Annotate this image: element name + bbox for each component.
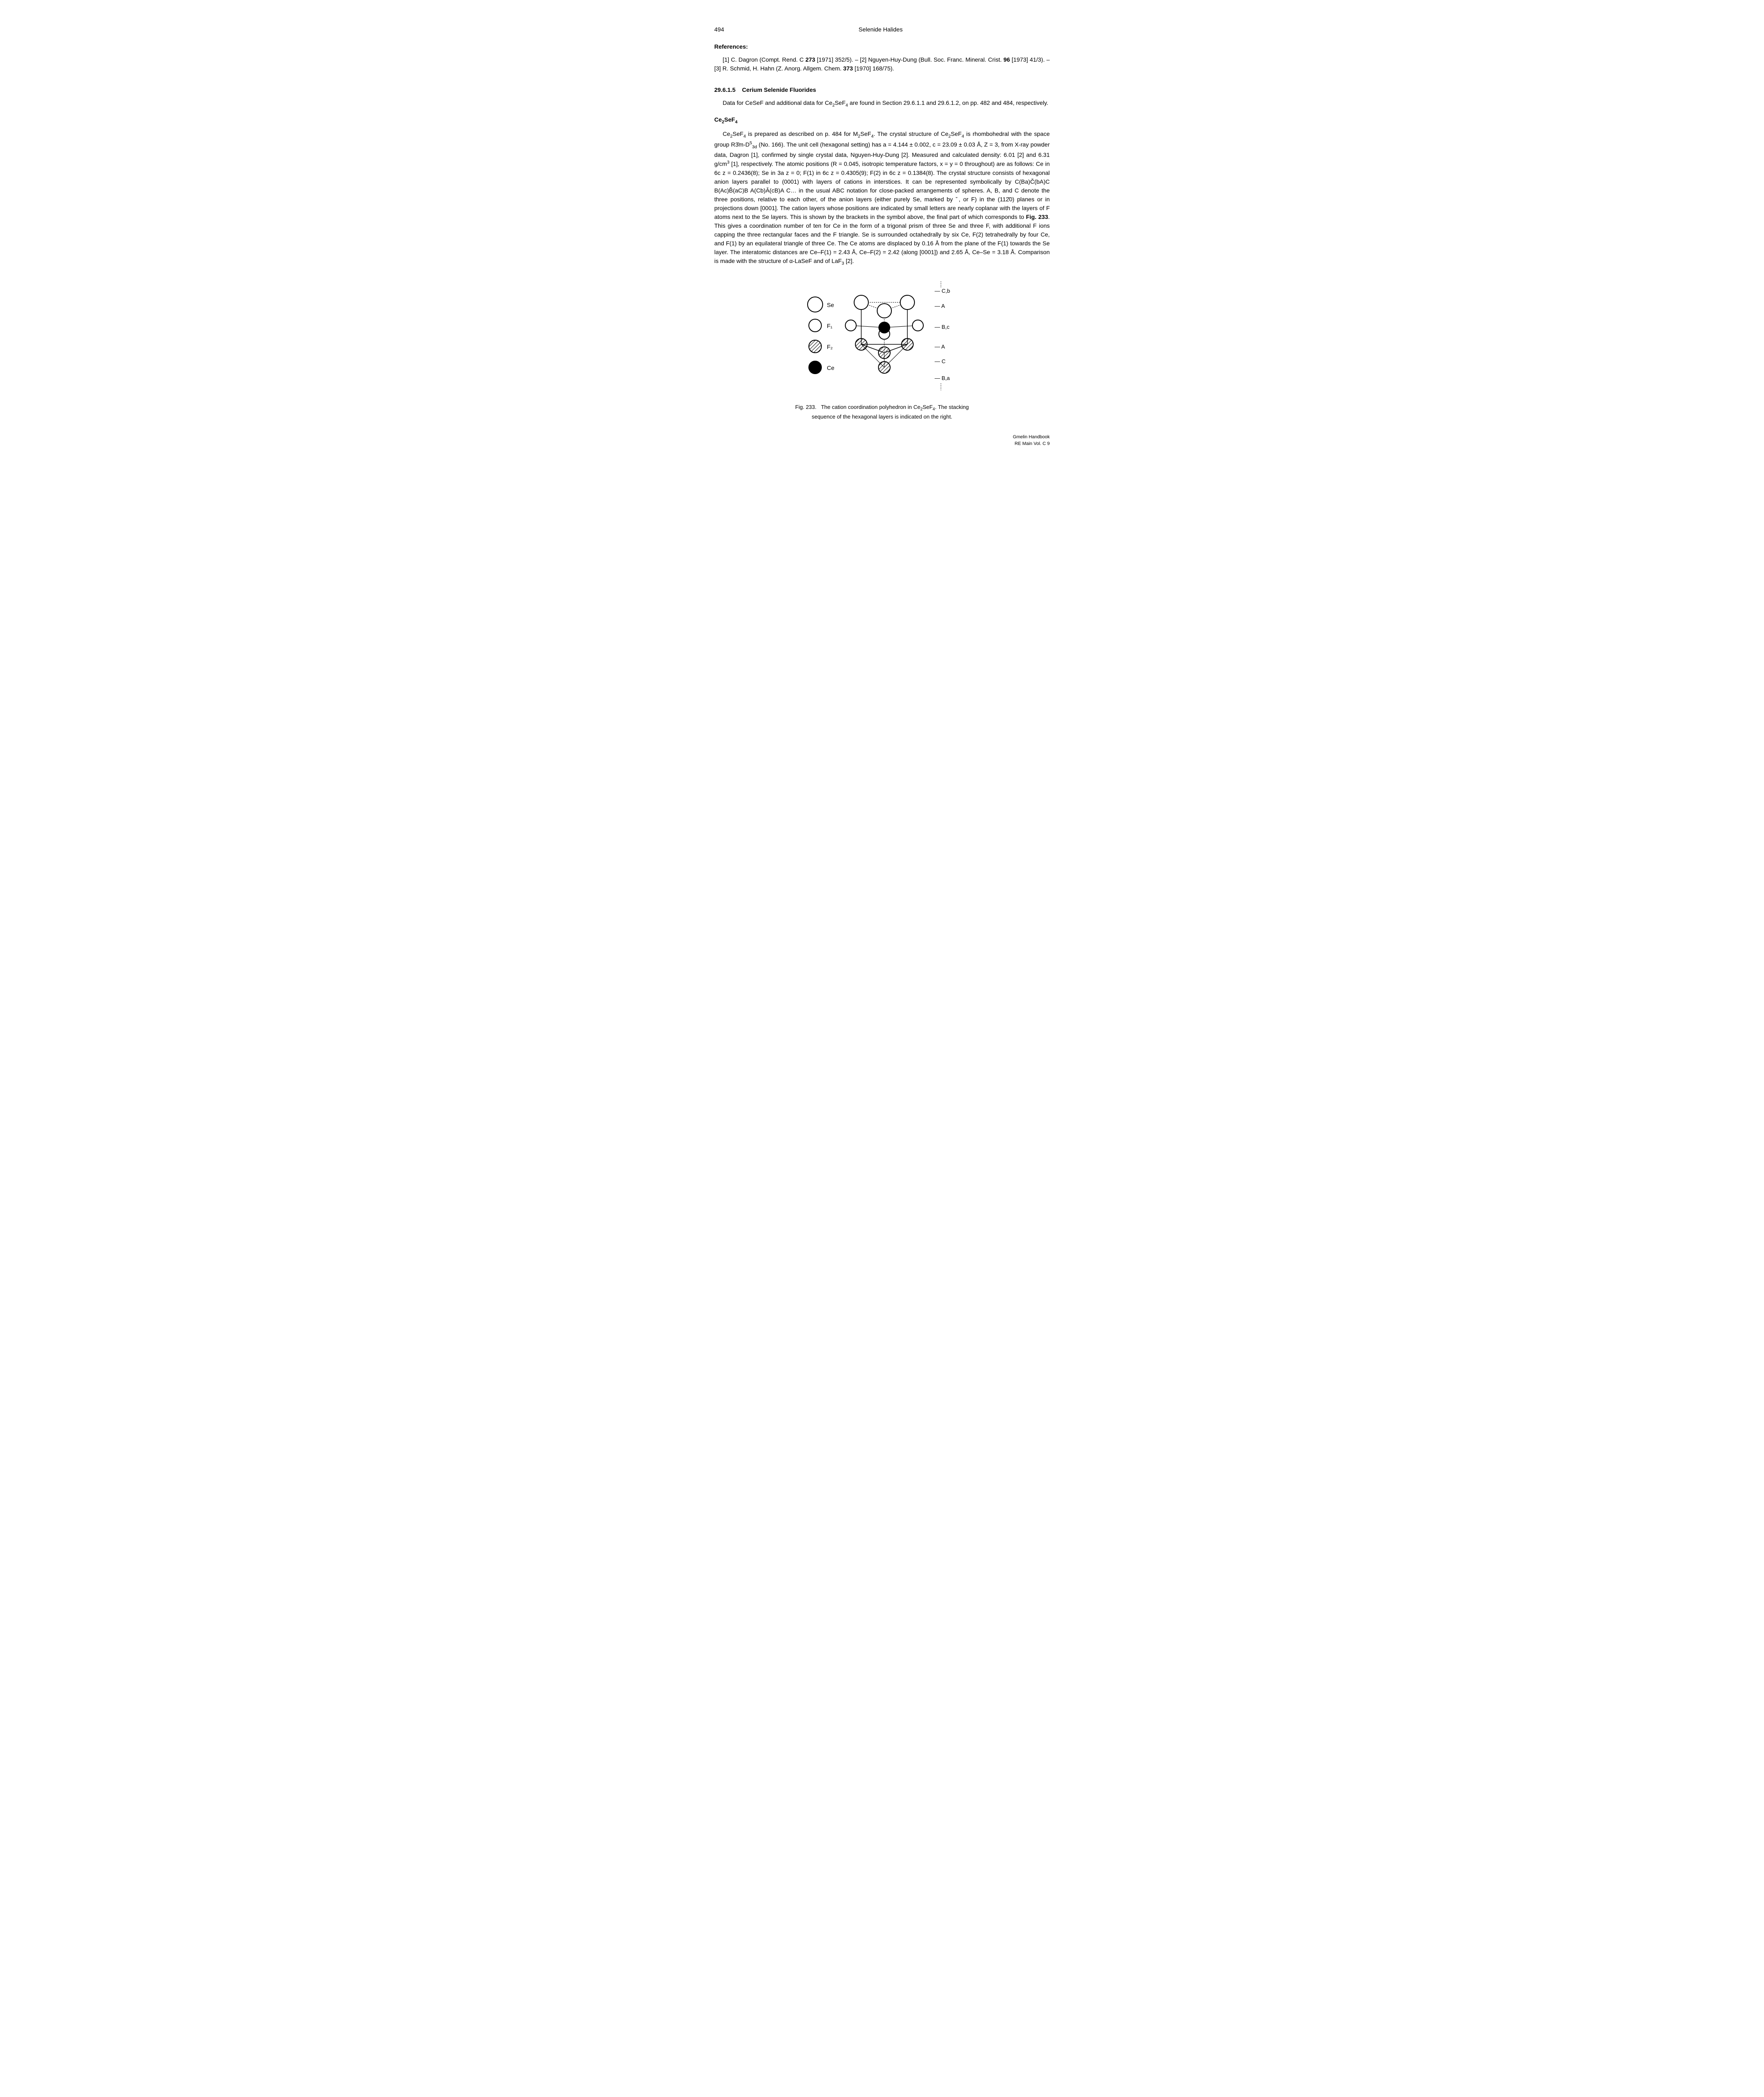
svg-text:— A: — A bbox=[935, 343, 945, 350]
page-footer: Gmelin Handbook RE Main Vol. C 9 bbox=[714, 434, 1050, 447]
references-heading: References: bbox=[714, 42, 1050, 51]
figure-svg: Se F₁ F₂ Ce bbox=[794, 279, 970, 397]
page-header: 494 Selenide Halides bbox=[714, 25, 1050, 34]
footer-line1: Gmelin Handbook bbox=[714, 434, 1050, 441]
svg-text:— C: — C bbox=[935, 358, 946, 364]
figure-233: Se F₁ F₂ Ce bbox=[777, 279, 987, 421]
svg-text:— C,b: — C,b bbox=[935, 288, 950, 294]
compound-title: Ce2SeF4 bbox=[714, 115, 1050, 126]
section-number: 29.6.1.5 bbox=[714, 86, 736, 93]
header-title: Selenide Halides bbox=[724, 25, 1037, 34]
svg-text:— A: — A bbox=[935, 303, 945, 309]
section-heading: 29.6.1.5 Cerium Selenide Fluorides bbox=[714, 86, 1050, 94]
polyhedron bbox=[845, 295, 923, 373]
legend-se-label: Se bbox=[827, 302, 834, 308]
legend: Se F₁ F₂ Ce bbox=[808, 297, 834, 374]
figure-caption: Fig. 233. The cation coordination polyhe… bbox=[788, 403, 977, 421]
footer-line2: RE Main Vol. C 9 bbox=[714, 440, 1050, 447]
compound-body: Ce2SeF4 is prepared as described on p. 4… bbox=[714, 130, 1050, 267]
section-intro: Data for CeSeF and additional data for C… bbox=[714, 99, 1050, 109]
legend-f2-label: F₂ bbox=[827, 343, 833, 350]
page-number: 494 bbox=[714, 25, 724, 34]
legend-f1-label: F₁ bbox=[827, 323, 833, 329]
legend-ce-label: Ce bbox=[827, 364, 834, 371]
layer-labels: — C,b — A — B,c — A — C — B,a bbox=[935, 281, 950, 390]
references-text: [1] C. Dagron (Compt. Rend. C 273 [1971]… bbox=[714, 55, 1050, 73]
svg-text:— B,c: — B,c bbox=[935, 324, 950, 330]
section-title: Cerium Selenide Fluorides bbox=[742, 86, 816, 93]
svg-text:— B,a: — B,a bbox=[935, 375, 950, 381]
